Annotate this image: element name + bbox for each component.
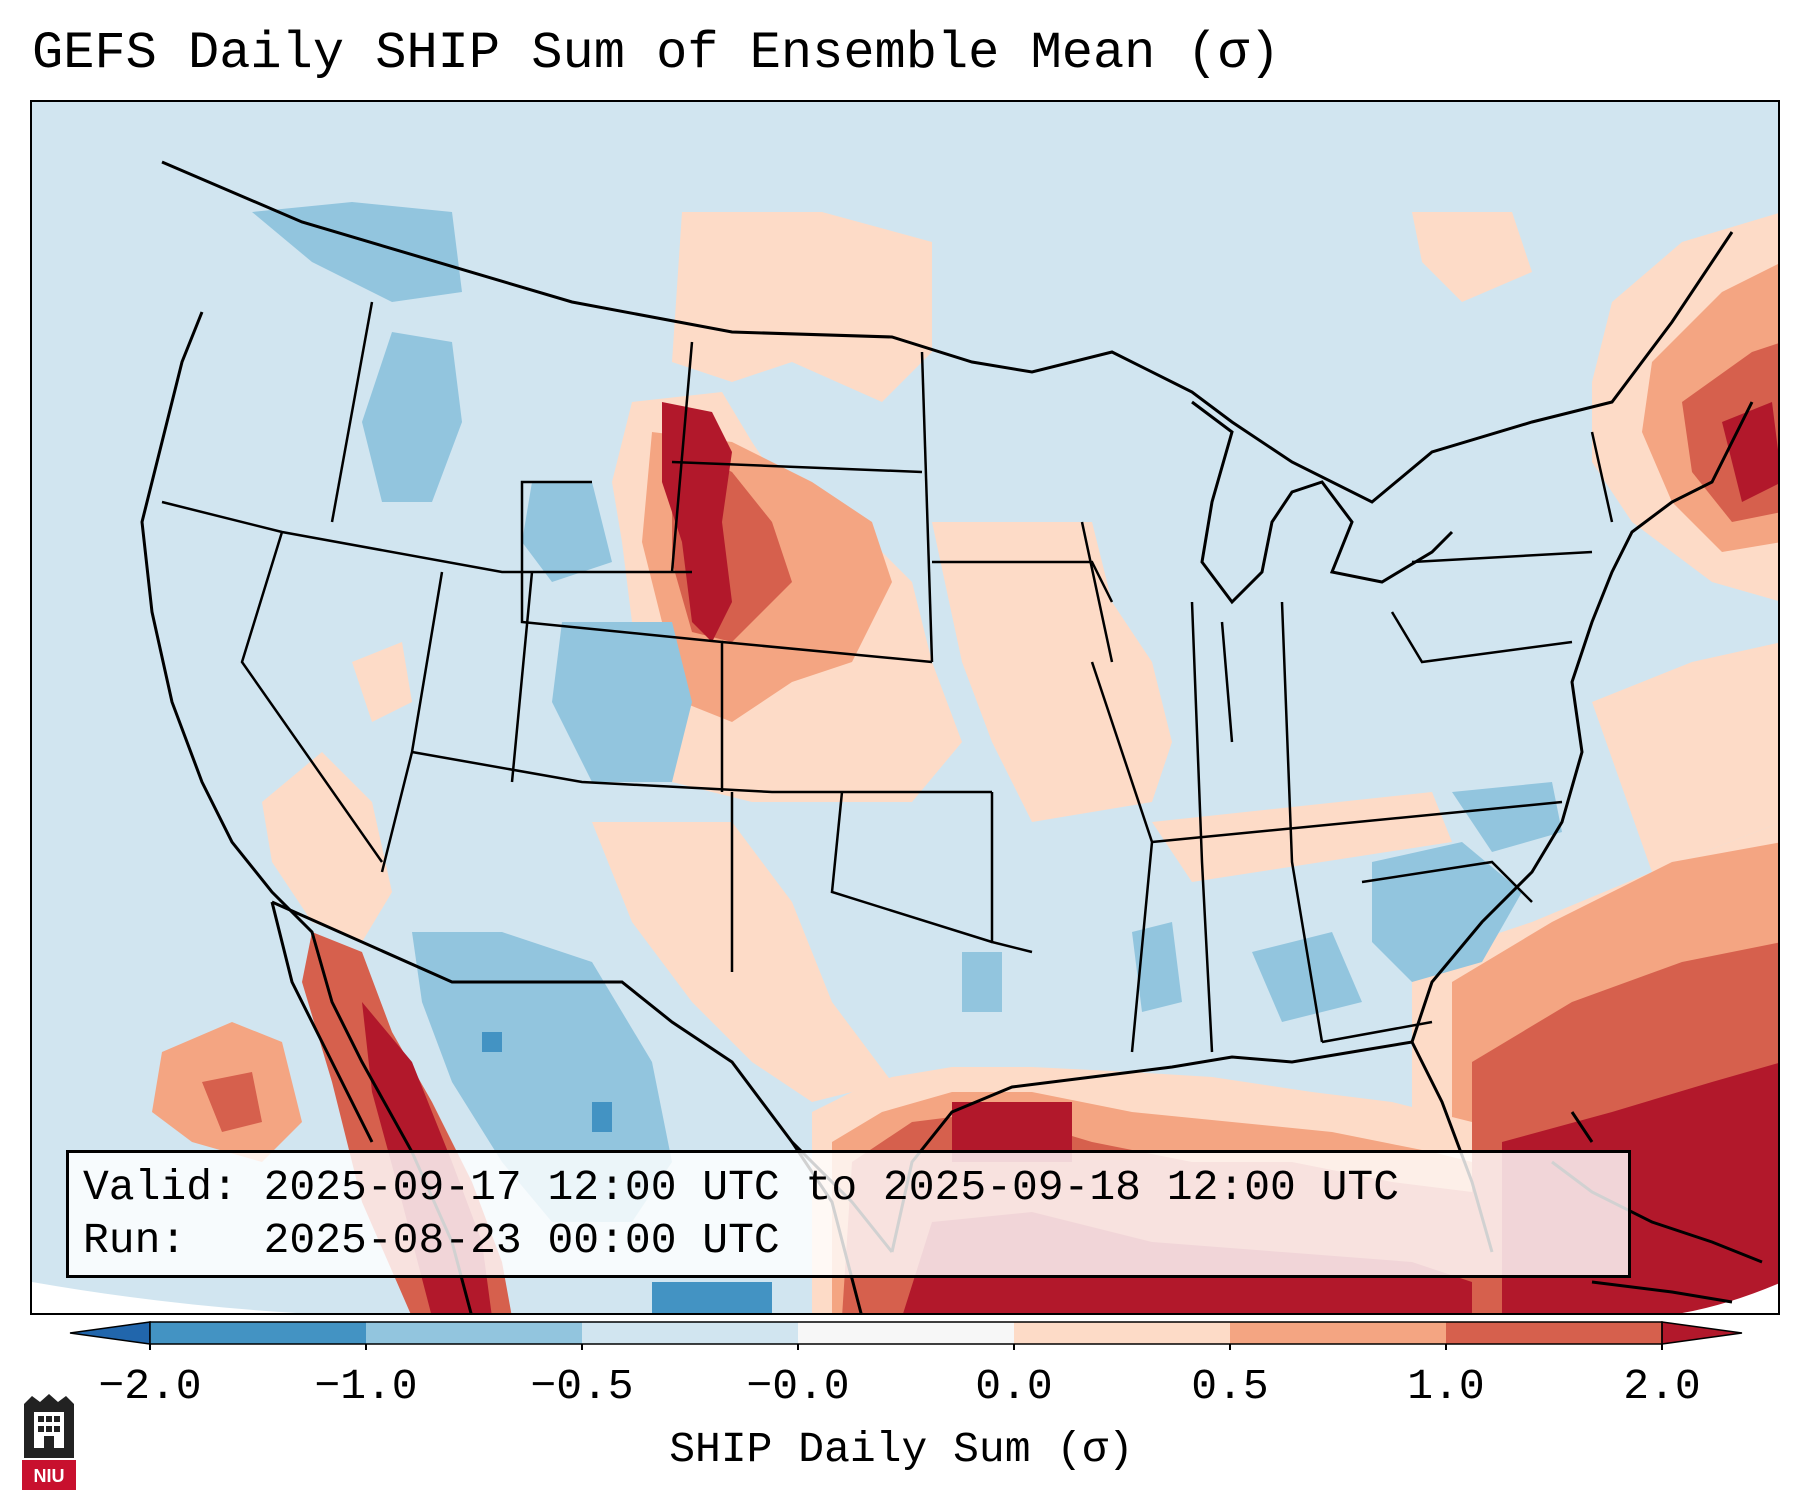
colorbar-bin — [150, 1322, 366, 1344]
niu-logo-text: NIU — [34, 1466, 65, 1486]
colorbar — [69, 1321, 1743, 1350]
atlantic-anomaly-east — [1592, 642, 1778, 872]
state-line-wy-co — [520, 480, 724, 792]
colorbar-bin — [1230, 1322, 1446, 1344]
state-line-pa-ny — [1411, 550, 1593, 564]
colorbar-tick-label: −0.0 — [746, 1362, 850, 1411]
colorbar-bins — [69, 1321, 1743, 1345]
midwest-anomaly — [932, 522, 1172, 822]
california-anomaly — [262, 752, 392, 942]
texas-anomaly — [592, 822, 892, 1102]
state-line-36n — [411, 750, 992, 794]
colorbar-tick-label: 0.0 — [975, 1362, 1053, 1411]
northeast-anomaly-max — [1722, 402, 1778, 502]
state-line-ca-nv — [240, 531, 384, 863]
state-line-ut-co-west — [510, 571, 534, 783]
colorbar-outline — [149, 1321, 1663, 1345]
colorbar-tick-label: −1.0 — [314, 1362, 418, 1411]
louisiana-negative — [962, 952, 1002, 1012]
info-box: Valid: 2025-09-17 12:00 UTC to 2025-09-1… — [66, 1150, 1631, 1278]
state-line-mt-dakota — [670, 341, 694, 573]
state-line-vt-nh — [1590, 431, 1614, 523]
nevada-anomaly — [352, 642, 412, 722]
state-borders — [161, 301, 1614, 1053]
state-line-il-in — [1080, 521, 1114, 663]
negative-cell — [592, 1102, 612, 1132]
northwest-negative — [252, 202, 462, 302]
state-line-or-id-wy — [161, 500, 692, 574]
baja-anomaly-core — [202, 1072, 262, 1132]
map-borders — [140, 160, 1763, 1313]
great-lakes-shoreline — [1191, 400, 1454, 605]
colorbar-tick-label: 1.0 — [1407, 1362, 1485, 1411]
wyoming-negative — [522, 482, 612, 582]
colorbar-bin — [798, 1322, 1014, 1344]
carolina-negative — [1452, 782, 1562, 852]
idaho-negative — [362, 332, 462, 502]
state-line-ok-tx — [830, 791, 993, 944]
baja-coast — [270, 901, 374, 1143]
colorbar-bin — [366, 1322, 582, 1344]
state-line-oh-wv — [1390, 611, 1573, 664]
colorbar-label: SHIP Daily Sum (σ) — [669, 1425, 1134, 1474]
state-line-dakota-mn — [920, 351, 934, 663]
georgia-negative — [1252, 932, 1362, 1022]
map-svg — [32, 102, 1778, 1313]
state-line-nd-sd — [671, 460, 923, 474]
map-frame — [30, 100, 1780, 1315]
colorbar-bin — [1446, 1322, 1662, 1344]
state-line-ia — [932, 560, 1114, 603]
run-time-line: Run: 2025-08-23 00:00 UTC — [83, 1216, 780, 1265]
negative-cell — [482, 1032, 502, 1052]
colorbar-extend-high — [1661, 1321, 1743, 1345]
valid-time-line: Valid: 2025-09-17 12:00 UTC to 2025-09-1… — [83, 1163, 1400, 1212]
niu-logo: NIU — [22, 1394, 76, 1490]
colorbar-bin — [1014, 1322, 1230, 1344]
atlantic-coast — [1410, 401, 1754, 1043]
state-line-ks-ne — [721, 640, 933, 664]
state-line-al-ms — [1190, 601, 1214, 1053]
state-line-al-ga — [1280, 601, 1324, 1043]
north-plains-anomaly — [672, 212, 932, 402]
bahamas-outline — [1570, 1111, 1594, 1143]
niu-logo-band — [22, 1460, 76, 1490]
state-line-tn-nc — [1151, 800, 1563, 844]
colorbar-tick-label: −2.0 — [98, 1362, 202, 1411]
tennessee-anomaly — [1152, 792, 1452, 882]
projection-edge-left — [32, 1282, 297, 1313]
state-line-wa-id — [330, 301, 374, 523]
state-line-in-oh — [1220, 621, 1234, 743]
us-canada-border — [161, 160, 1734, 504]
projection-edge-right — [1682, 1283, 1778, 1313]
southeast-negative — [1372, 842, 1522, 982]
colorbar-extend-low — [69, 1321, 151, 1345]
state-line-fl-ga — [1321, 1020, 1433, 1044]
colorbar-ticks — [149, 1344, 1663, 1350]
chart-title: GEFS Daily SHIP Sum of Ensemble Mean (σ) — [32, 24, 1281, 83]
gulf-coast — [890, 1040, 1494, 1253]
colorado-negative — [552, 622, 692, 782]
west-coast — [140, 311, 473, 1313]
mexico-interior-negative — [412, 932, 672, 1222]
negative-cell-south — [652, 1282, 772, 1313]
canada-anomaly — [1412, 212, 1532, 302]
hispaniola-outline — [1591, 1280, 1733, 1304]
colorbar-tick-label: 2.0 — [1623, 1362, 1701, 1411]
colorbar-tick-label: 0.5 — [1191, 1362, 1269, 1411]
mississippi-negative — [1132, 922, 1182, 1012]
niu-building-icon — [24, 1394, 74, 1458]
state-line-sc — [1361, 860, 1533, 903]
colorbar-tick-label: −0.5 — [530, 1362, 634, 1411]
colorbar-bin — [582, 1322, 798, 1344]
